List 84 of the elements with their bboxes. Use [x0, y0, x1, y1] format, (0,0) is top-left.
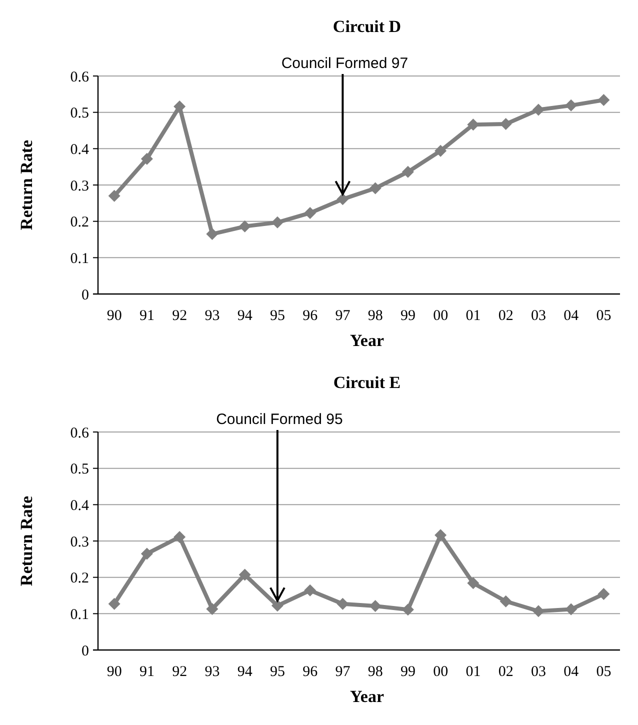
point	[304, 206, 316, 219]
x-tick-label: 90	[106, 664, 122, 680]
x-tick-label: 93	[204, 308, 220, 324]
point	[336, 598, 349, 610]
x-tick-label: 00	[433, 664, 448, 680]
point	[174, 100, 186, 113]
annotation: Council Formed 97	[281, 55, 408, 72]
x-tick-label: 99	[400, 308, 416, 324]
annotation: Council Formed 95	[216, 411, 343, 428]
x-tick-label: 98	[368, 664, 383, 680]
y-tick-label: 0.6	[70, 69, 90, 86]
x-tick-label: 91	[139, 308, 154, 324]
x-tick-label: 97	[335, 664, 351, 680]
point	[238, 568, 251, 581]
x-tick-label: 03	[530, 308, 546, 324]
point	[500, 595, 512, 608]
x-tick-label: 94	[237, 308, 253, 324]
point	[174, 531, 186, 544]
x-tick-label: 01	[466, 308, 481, 324]
chart-title: Circuit E	[333, 373, 401, 392]
x-tick-label: 91	[139, 664, 154, 680]
y-axis-title: Return Rate	[17, 139, 36, 230]
x-tick-label: 02	[498, 664, 514, 680]
point	[532, 104, 544, 116]
x-tick-label: 05	[596, 664, 612, 680]
y-tick-label: 0.6	[70, 425, 90, 442]
point	[108, 598, 120, 610]
point	[271, 216, 284, 228]
x-tick-label: 95	[270, 308, 285, 324]
x-tick-label: 93	[204, 664, 220, 680]
point	[565, 99, 578, 112]
point	[565, 603, 578, 616]
point	[598, 94, 610, 106]
point	[532, 605, 544, 618]
point	[206, 228, 218, 240]
x-tick-label: 98	[368, 308, 383, 324]
chart-title: Circuit D	[332, 17, 402, 36]
point	[238, 220, 251, 232]
x-tick-label: 04	[564, 664, 580, 680]
y-tick-label: 0	[82, 643, 89, 660]
x-tick-label: 97	[335, 308, 351, 324]
x-axis-title: Year	[350, 331, 384, 350]
point	[402, 604, 414, 616]
x-tick-label: 01	[466, 664, 481, 680]
x-tick-label: 02	[498, 308, 514, 324]
y-tick-label: 0.1	[70, 250, 89, 267]
x-tick-label: 90	[106, 308, 122, 324]
point	[271, 600, 284, 612]
y-tick-label: 0.5	[70, 462, 89, 478]
y-tick-label: 0	[82, 287, 89, 304]
point	[108, 190, 120, 202]
point	[304, 584, 316, 596]
y-tick-label: 0.3	[70, 534, 89, 550]
point	[598, 588, 610, 600]
y-tick-label: 0.5	[70, 106, 89, 122]
y-tick-label: 0.4	[70, 142, 90, 158]
y-tick-label: 0.3	[70, 178, 89, 194]
y-tick-label: 0.4	[70, 498, 90, 514]
x-tick-label: 03	[530, 664, 546, 680]
x-tick-label: 92	[172, 664, 188, 680]
point	[206, 602, 218, 615]
x-tick-label: 94	[237, 664, 253, 680]
y-tick-label: 0.2	[70, 570, 89, 587]
x-tick-label: 00	[433, 308, 448, 324]
point	[140, 152, 153, 165]
x-tick-label: 04	[564, 308, 580, 324]
x-tick-label: 96	[302, 308, 318, 324]
point	[434, 144, 447, 157]
point	[140, 548, 153, 560]
point	[369, 182, 382, 194]
point	[467, 577, 480, 590]
y-axis-title: Return Rate	[17, 495, 36, 586]
point	[336, 193, 349, 206]
point	[402, 166, 414, 178]
point	[434, 529, 447, 542]
x-tick-label: 05	[596, 308, 612, 324]
x-axis-title: Year	[350, 687, 384, 706]
y-tick-label: 0.1	[70, 606, 89, 623]
x-tick-label: 95	[270, 664, 285, 680]
y-tick-label: 0.2	[70, 214, 89, 231]
x-tick-label: 92	[172, 308, 188, 324]
point	[369, 600, 382, 612]
x-tick-label: 99	[400, 664, 416, 680]
x-tick-label: 96	[302, 664, 318, 680]
